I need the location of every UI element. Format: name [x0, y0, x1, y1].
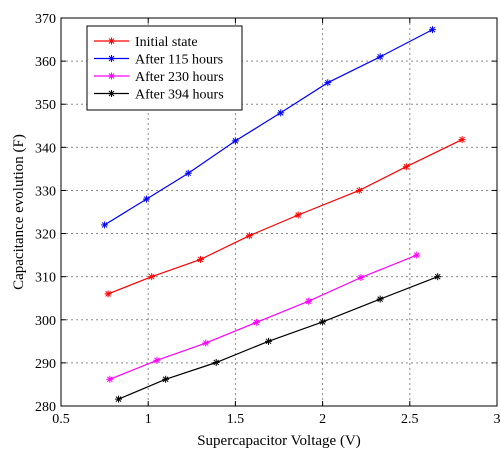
legend-label: After 230 hours: [135, 70, 224, 85]
data-point: [184, 169, 192, 177]
data-point: [355, 186, 363, 194]
data-point: [324, 79, 332, 87]
data-point: [305, 297, 313, 305]
y-tick-label: 350: [35, 98, 56, 113]
series-line-1: [107, 139, 463, 295]
data-point: [162, 375, 170, 383]
legend-label: After 394 hours: [135, 88, 224, 103]
y-tick-label: 320: [35, 228, 56, 243]
data-point: [357, 274, 365, 282]
legend-marker: [108, 90, 115, 97]
y-tick-label: 300: [35, 314, 56, 329]
data-point: [434, 273, 442, 281]
x-tick-label: 2: [319, 412, 326, 427]
plot-frame: [60, 17, 498, 407]
y-tick-label: 360: [35, 55, 56, 70]
tick-layer: 0.5 1 1.5 2 2.5 3 280 290 300 310 320 330 340 350 360 3…: [35, 12, 501, 427]
data-point: [197, 255, 205, 263]
data-point: [148, 273, 156, 281]
series-layer: [101, 26, 466, 403]
legend-label: Initial state: [135, 35, 198, 50]
data-point: [202, 339, 210, 347]
data-point: [142, 195, 150, 203]
x-tick-label: 1: [145, 412, 152, 427]
y-axis-title: Capacitance evolution (F): [11, 134, 27, 290]
data-point: [319, 318, 327, 326]
x-tick-label: 2.5: [401, 412, 419, 427]
legend-marker: [108, 55, 115, 62]
legend-marker: [108, 37, 115, 45]
data-point: [376, 53, 384, 61]
legend-marker: [108, 72, 115, 80]
data-point: [115, 395, 123, 403]
x-tick-label: 1.5: [227, 412, 245, 427]
data-point: [212, 358, 220, 366]
x-tick-label: 3: [494, 412, 501, 427]
data-point: [265, 337, 273, 345]
data-point: [294, 211, 302, 219]
data-point: [153, 356, 161, 364]
legend: Initial state After 115 hours After 230 ho…: [86, 25, 243, 111]
data-point: [104, 290, 112, 298]
data-point: [231, 137, 239, 145]
data-point: [106, 375, 114, 383]
data-point: [376, 295, 384, 303]
data-point: [101, 221, 109, 229]
legend-label: After 115 hours: [135, 53, 223, 68]
data-point: [413, 251, 421, 259]
x-tick-label: 0.5: [52, 412, 70, 427]
y-tick-label: 290: [35, 357, 56, 372]
data-point: [252, 318, 260, 326]
x-axis-title: Supercapacitor Voltage (V): [197, 433, 361, 449]
data-point: [245, 232, 253, 240]
y-tick-label: 340: [35, 141, 56, 156]
series-line-2: [104, 29, 433, 226]
data-point: [428, 26, 436, 34]
y-tick-label: 330: [35, 184, 56, 199]
y-tick-label: 310: [35, 271, 56, 286]
y-tick-label: 280: [35, 400, 56, 415]
y-tick-label: 370: [35, 12, 56, 27]
data-point: [458, 136, 466, 144]
data-point: [277, 109, 285, 117]
data-point: [402, 163, 410, 171]
